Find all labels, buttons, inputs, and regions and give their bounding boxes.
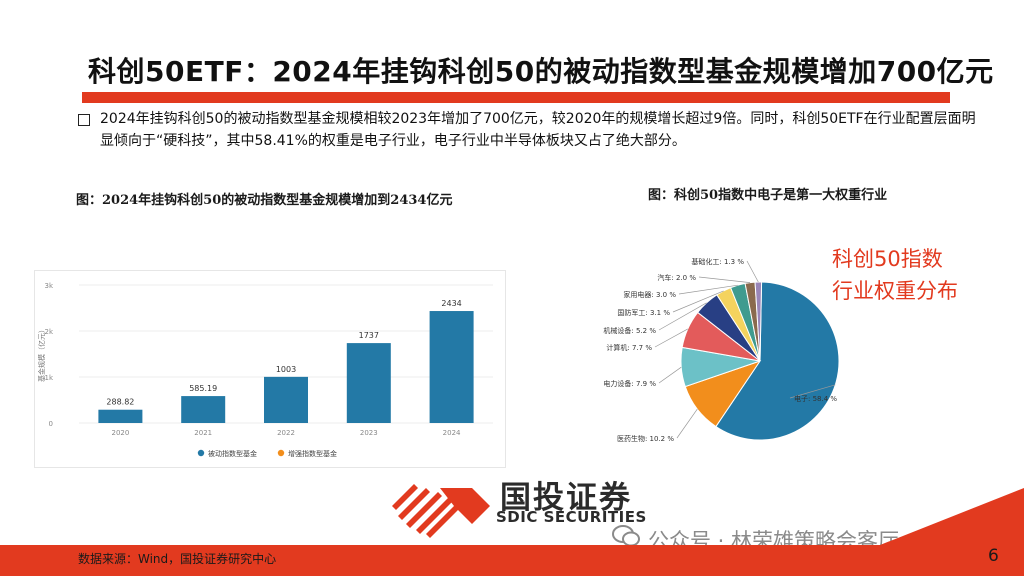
page-number: 6: [988, 546, 999, 566]
bar-value-label: 288.82: [106, 398, 134, 407]
pie-slice-label: 计算机: 7.7 %: [606, 343, 652, 352]
bar-value-label: 585.19: [189, 384, 217, 393]
bar-value-label: 1003: [276, 365, 296, 374]
y-tick-label: 0: [49, 420, 53, 428]
x-tick-label: 2023: [360, 429, 378, 437]
pie-slice-label: 国防军工: 3.1 %: [617, 308, 670, 317]
bar: [429, 311, 474, 423]
x-tick-label: 2024: [443, 429, 461, 437]
pie-slice-label: 基础化工: 1.3 %: [691, 257, 744, 266]
pie-note-line1: 科创50指数: [832, 247, 943, 271]
logo-text-en: SDIC SECURITIES: [496, 508, 647, 526]
pie-leader-line: [672, 290, 724, 313]
y-tick-label: 3k: [44, 282, 53, 290]
y-tick-label: 1k: [44, 374, 53, 382]
pie-leader-line: [698, 276, 751, 283]
pie-slice-label: 电子: 58.4 %: [794, 394, 837, 403]
pie-slice-label: 汽车: 2.0 %: [657, 273, 696, 282]
wechat-icon: [612, 525, 640, 547]
legend-marker: [197, 449, 205, 457]
pie-slice-label: 电力设备: 7.9 %: [603, 379, 656, 388]
pie-leader-line: [676, 408, 698, 439]
x-tick-label: 2021: [194, 429, 212, 437]
bar-value-label: 2434: [441, 299, 461, 308]
y-tick-label: 2k: [44, 328, 53, 336]
pie-leader-line: [654, 328, 688, 348]
logo-text-cn: 国投证券: [500, 480, 632, 516]
footer-bar: [0, 545, 1024, 576]
legend-label: 增强指数型基金: [288, 449, 337, 458]
pie-slice: [754, 281, 763, 362]
pie-slice-label: 医药生物: 10.2 %: [617, 434, 674, 443]
bullet-square-icon: [78, 114, 90, 126]
bar: [346, 343, 391, 423]
pie-leader-line: [678, 284, 738, 295]
corner-accent-shape: [880, 488, 1024, 545]
title-underline-bar: [82, 92, 950, 103]
x-tick-label: 2020: [111, 429, 129, 437]
bar-chart-panel: 0 1k 2k 3k 基金规模（亿元） 288.82 2020 585.19 2021 1003 2…: [34, 270, 506, 468]
bar-value-label: 1737: [359, 331, 379, 340]
pie-chart-caption: 图：科创50指数中电子是第一大权重行业: [648, 188, 888, 203]
legend-marker: [277, 449, 285, 457]
y-axis-label: 基金规模（亿元）: [37, 326, 46, 382]
bar: [264, 376, 308, 423]
pie-leader-line: [746, 260, 759, 283]
bar-chart-caption: 图：2024年挂钩科创50的被动指数型基金规模增加到2434亿元: [76, 193, 453, 208]
pie-leader-line: [658, 366, 682, 384]
legend-label: 被动指数型基金: [208, 449, 257, 458]
bar-chart: 0 1k 2k 3k 基金规模（亿元） 288.82 2020 585.19 2021 1003 2…: [37, 282, 493, 458]
data-source-note: 数据来源：Wind，国投证券研究中心: [78, 552, 277, 566]
pie-chart: 电子: 58.4 % 医药生物: 10.2 % 电力设备: 7.9 % 计算机: 7.…: [603, 257, 840, 443]
intro-paragraph: 2024年挂钩科创50的被动指数型基金规模相较2023年增加了700亿元，较20…: [100, 111, 976, 149]
bar: [98, 409, 143, 423]
slide-title: 科创50ETF：2024年挂钩科创50的被动指数型基金规模增加700亿元: [88, 55, 994, 88]
pie-leader-line: [789, 384, 836, 399]
bar: [181, 396, 226, 423]
pie-note-line2: 行业权重分布: [832, 279, 958, 303]
pie-slice-label: 机械设备: 5.2 %: [603, 326, 656, 335]
pie-leader-line: [658, 302, 707, 331]
pie-slice-label: 家用电器: 3.0 %: [623, 290, 676, 299]
x-tick-label: 2022: [277, 429, 295, 437]
sdic-logo-icon: [392, 484, 490, 538]
